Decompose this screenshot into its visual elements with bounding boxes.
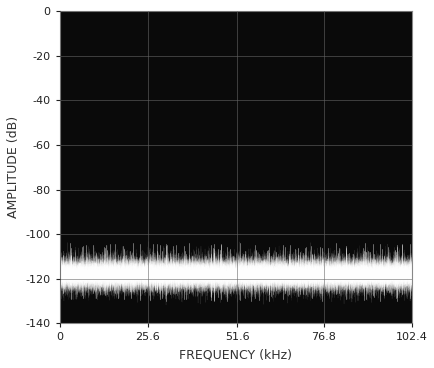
Y-axis label: AMPLITUDE (dB): AMPLITUDE (dB) — [7, 116, 20, 218]
X-axis label: FREQUENCY (kHz): FREQUENCY (kHz) — [179, 348, 292, 361]
